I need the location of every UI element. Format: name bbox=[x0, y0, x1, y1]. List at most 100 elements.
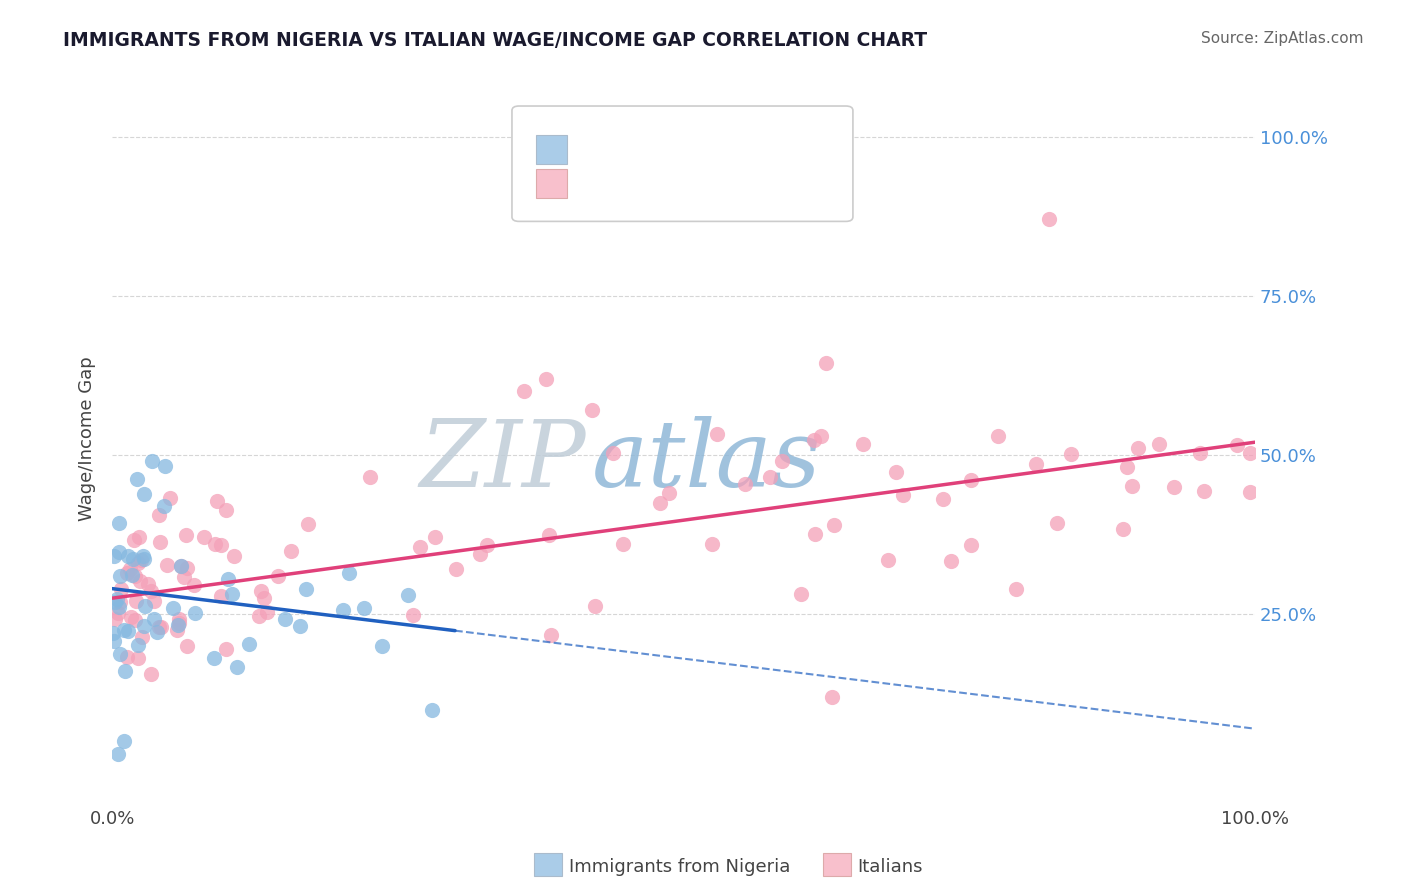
Point bbox=[425, 530, 447, 544]
Point bbox=[1188, 446, 1211, 460]
Text: R =: R = bbox=[578, 169, 613, 187]
Point bbox=[396, 588, 419, 602]
Point bbox=[167, 618, 190, 632]
Point bbox=[122, 533, 145, 547]
Point bbox=[297, 516, 319, 531]
Point bbox=[107, 747, 129, 761]
Point bbox=[122, 552, 145, 566]
Point bbox=[217, 572, 239, 586]
Point bbox=[136, 577, 159, 591]
Point bbox=[475, 538, 498, 552]
Point bbox=[132, 549, 155, 563]
Text: 106: 106 bbox=[740, 169, 779, 187]
Point bbox=[402, 607, 425, 622]
Point bbox=[700, 537, 723, 551]
Point bbox=[205, 494, 228, 508]
Point bbox=[540, 627, 562, 641]
Point bbox=[1226, 438, 1249, 452]
Point bbox=[821, 690, 844, 704]
Point bbox=[648, 495, 671, 509]
Text: Source: ZipAtlas.com: Source: ZipAtlas.com bbox=[1201, 31, 1364, 46]
Point bbox=[852, 437, 875, 451]
Point bbox=[359, 470, 381, 484]
Point bbox=[125, 594, 148, 608]
Point bbox=[247, 608, 270, 623]
Point bbox=[159, 491, 181, 505]
Point bbox=[141, 454, 163, 468]
Point bbox=[583, 599, 606, 614]
Point bbox=[176, 561, 198, 575]
Point bbox=[132, 619, 155, 633]
Point bbox=[112, 734, 135, 748]
Point bbox=[155, 558, 177, 572]
Point bbox=[288, 619, 311, 633]
Point bbox=[167, 615, 190, 630]
Point bbox=[226, 659, 249, 673]
Point bbox=[134, 599, 156, 613]
Point bbox=[470, 547, 492, 561]
Point bbox=[143, 594, 166, 608]
Point bbox=[371, 639, 394, 653]
Point bbox=[103, 549, 125, 564]
Text: N =: N = bbox=[702, 169, 738, 187]
Point bbox=[114, 664, 136, 678]
Text: Immigrants from Nigeria: Immigrants from Nigeria bbox=[569, 858, 790, 876]
Point bbox=[108, 595, 131, 609]
Point bbox=[537, 528, 560, 542]
Point bbox=[770, 453, 793, 467]
Point bbox=[409, 540, 432, 554]
Point bbox=[939, 554, 962, 568]
Point bbox=[536, 371, 558, 385]
Point bbox=[581, 403, 603, 417]
Point bbox=[103, 595, 125, 609]
Point bbox=[148, 508, 170, 522]
Point bbox=[167, 612, 190, 626]
Point bbox=[117, 549, 139, 563]
Point bbox=[101, 625, 124, 640]
Point bbox=[115, 566, 138, 581]
Point bbox=[127, 638, 149, 652]
Text: 48: 48 bbox=[740, 135, 766, 153]
Point bbox=[131, 630, 153, 644]
Point bbox=[148, 535, 170, 549]
Point bbox=[117, 624, 139, 638]
Point bbox=[814, 355, 837, 369]
Text: N =: N = bbox=[702, 135, 738, 153]
Text: -0.156: -0.156 bbox=[617, 135, 685, 153]
Point bbox=[960, 473, 983, 487]
Point bbox=[884, 465, 907, 479]
Point bbox=[1060, 447, 1083, 461]
Point bbox=[823, 518, 845, 533]
Point bbox=[444, 562, 467, 576]
Point bbox=[1192, 483, 1215, 498]
Point bbox=[803, 433, 825, 447]
Point bbox=[1239, 485, 1261, 500]
Point bbox=[209, 538, 232, 552]
Point bbox=[107, 607, 129, 621]
Point bbox=[202, 651, 225, 665]
Point bbox=[148, 620, 170, 634]
Point bbox=[658, 486, 681, 500]
Point bbox=[1147, 437, 1170, 451]
Point bbox=[932, 491, 955, 506]
Point bbox=[110, 582, 132, 596]
Point bbox=[141, 583, 163, 598]
Point bbox=[193, 530, 215, 544]
Point bbox=[120, 610, 142, 624]
Point bbox=[170, 559, 193, 574]
Point bbox=[789, 587, 811, 601]
Point bbox=[132, 487, 155, 501]
Text: R =: R = bbox=[578, 135, 613, 153]
Point bbox=[987, 429, 1010, 443]
Point bbox=[184, 606, 207, 620]
Point bbox=[204, 537, 226, 551]
Point bbox=[110, 647, 132, 661]
Point bbox=[960, 538, 983, 552]
Point bbox=[215, 642, 238, 657]
Point bbox=[127, 556, 149, 570]
Point bbox=[253, 591, 276, 605]
Point bbox=[209, 589, 232, 603]
Point bbox=[128, 530, 150, 544]
Point bbox=[173, 570, 195, 584]
Point bbox=[602, 446, 624, 460]
